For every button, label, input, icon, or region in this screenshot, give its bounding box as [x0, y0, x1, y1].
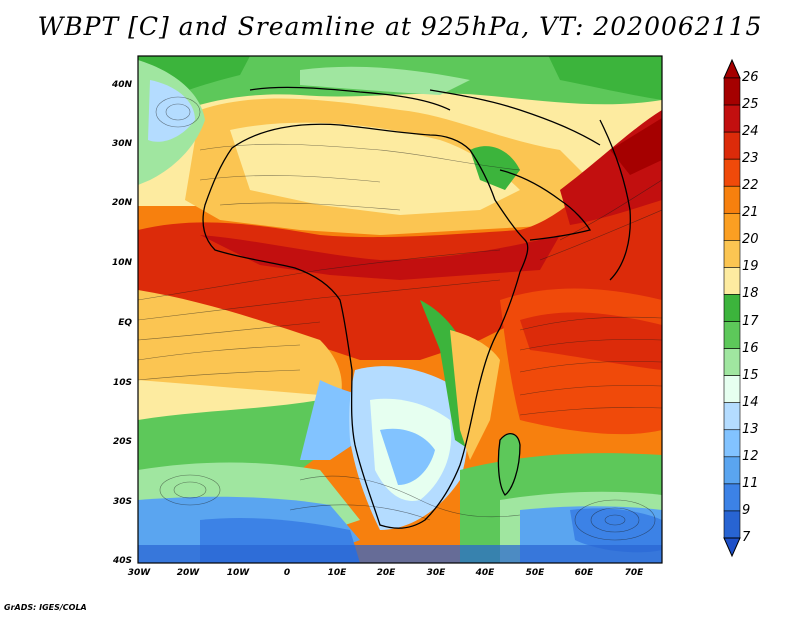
- colorbar-label: 15: [742, 367, 759, 383]
- streamlines: [138, 96, 662, 541]
- lat-label-30n: 30N: [111, 139, 132, 149]
- colorbar-label: 11: [742, 475, 759, 491]
- colorbar-swatch: [723, 267, 741, 295]
- lon-label-50e: 50E: [525, 568, 545, 578]
- lon-label-10w: 10W: [226, 568, 250, 578]
- lon-label-0: 0: [283, 568, 291, 578]
- lat-label-20s: 20S: [112, 437, 132, 447]
- colorbar-swatch: [723, 456, 741, 485]
- colorbar-label: 19: [742, 259, 759, 275]
- colorbar-swatch: [723, 240, 741, 268]
- colorbar-label: 14: [742, 394, 759, 410]
- lon-label-30w: 30W: [127, 568, 151, 578]
- lon-label-70e: 70E: [624, 568, 644, 578]
- colorbar-label: 21: [742, 205, 759, 221]
- colorbar-label: 20: [742, 232, 759, 248]
- colorbar-swatch: [723, 483, 741, 512]
- colorbar-swatch: [723, 375, 741, 404]
- colorbar-swatch: [723, 429, 741, 458]
- colorbar-label: 25: [742, 97, 759, 113]
- lon-label-30e: 30E: [426, 568, 446, 578]
- colorbar-label: 12: [742, 448, 759, 464]
- colorbar-label: 22: [742, 178, 759, 194]
- colorbar-swatch: [723, 510, 741, 539]
- coastlines: [202, 86, 631, 529]
- map-title: WBPT [C] and Sreamline at 925hPa, VT: 20…: [37, 12, 763, 41]
- lat-label-40s: 40S: [112, 556, 132, 566]
- colorbar-label: 26: [742, 70, 759, 85]
- colorbar-label: 24: [742, 124, 759, 140]
- grads-credit: GrADS: IGES/COLA: [4, 603, 87, 612]
- colorbar: [723, 58, 741, 558]
- lat-label-10s: 10S: [112, 378, 132, 388]
- colorbar-label: 9: [742, 502, 751, 518]
- lon-label-20e: 20E: [376, 568, 396, 578]
- colorbar-swatch: [723, 348, 741, 376]
- lat-label-30s: 30S: [112, 497, 132, 507]
- lat-label-10n: 10N: [111, 258, 132, 268]
- lat-label-40n: 40N: [111, 80, 132, 90]
- colorbar-swatch: [723, 185, 741, 214]
- colorbar-label: 23: [742, 151, 759, 167]
- colorbar-swatch: [723, 158, 741, 187]
- lon-label-10e: 10E: [327, 568, 347, 578]
- colorbar-label: 18: [742, 286, 759, 302]
- lat-label-20n: 20N: [111, 198, 132, 208]
- colorbar-swatch: [723, 77, 741, 106]
- wbpt-field: [138, 56, 662, 563]
- colorbar-swatch: [723, 131, 741, 160]
- colorbar-label: 7: [742, 530, 751, 545]
- lon-label-20w: 20W: [176, 568, 200, 578]
- map-frame: [137, 55, 663, 564]
- lon-label-40e: 40E: [475, 568, 495, 578]
- colorbar-label: 16: [742, 340, 759, 356]
- lat-label-eq: EQ: [118, 318, 132, 328]
- colorbar-label: 13: [742, 421, 759, 437]
- colorbar-bottom-arrow: [723, 537, 741, 558]
- colorbar-swatch: [723, 321, 741, 349]
- colorbar-swatch: [723, 212, 741, 241]
- colorbar-label: 17: [742, 313, 759, 329]
- colorbar-swatch: [723, 104, 741, 133]
- colorbar-swatch: [723, 294, 741, 322]
- colorbar-top-arrow: [723, 58, 741, 79]
- lon-label-60e: 60E: [574, 568, 594, 578]
- colorbar-swatch: [723, 402, 741, 431]
